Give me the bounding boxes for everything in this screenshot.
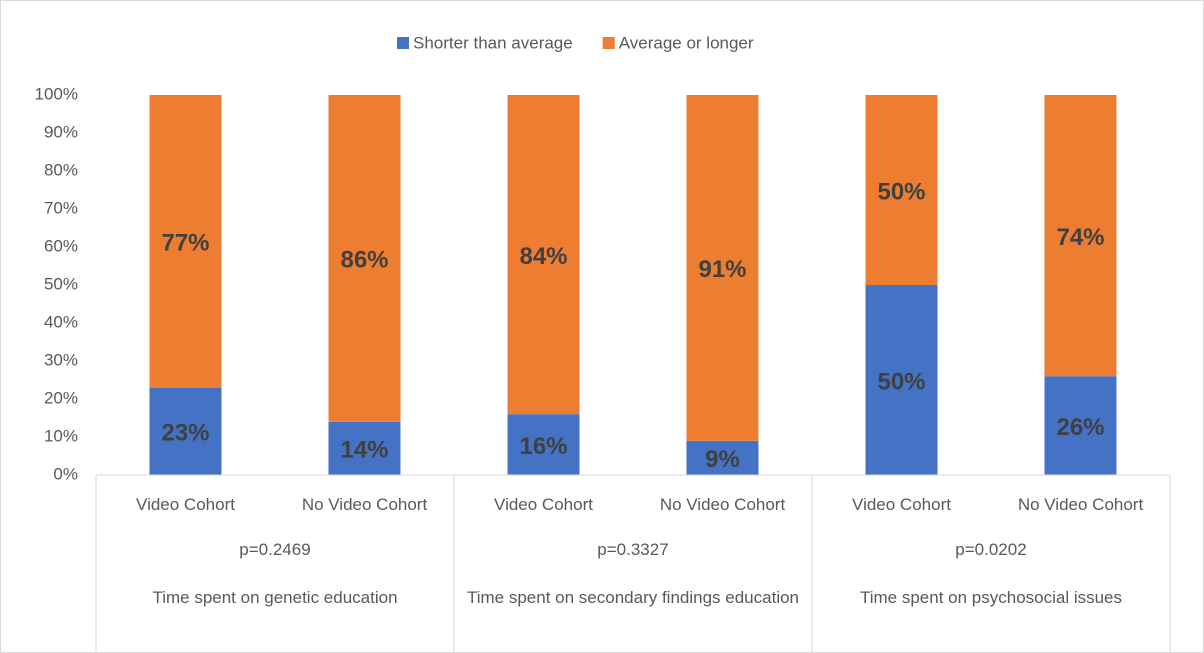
- legend-label: Average or longer: [619, 33, 754, 52]
- value-label: 86%: [340, 247, 388, 274]
- value-label: 23%: [161, 420, 209, 447]
- bar-segment: [686, 95, 759, 441]
- x-tick-label: Video Cohort: [852, 495, 951, 514]
- group-p-value: p=0.2469: [239, 540, 311, 559]
- bar-segment: [686, 440, 759, 475]
- legend-swatch: [397, 37, 409, 49]
- y-tick-label: 20%: [44, 388, 78, 407]
- bar-segment: [1044, 376, 1117, 475]
- x-tick-label: No Video Cohort: [301, 495, 428, 514]
- group-label: Time spent on secondary findings educati…: [466, 588, 799, 607]
- value-label: 77%: [161, 230, 209, 257]
- value-label: 9%: [705, 446, 740, 473]
- bar-segment: [149, 95, 222, 388]
- bar-segment: [149, 387, 222, 475]
- y-tick-label: 80%: [44, 160, 78, 179]
- y-tick-label: 10%: [44, 426, 78, 445]
- y-tick-label: 30%: [44, 350, 78, 369]
- bar-segment: [328, 421, 401, 475]
- y-tick-label: 60%: [44, 236, 78, 255]
- legend-label: Shorter than average: [413, 33, 573, 52]
- value-label: 16%: [519, 433, 567, 460]
- y-tick-label: 70%: [44, 198, 78, 217]
- bar-segment: [328, 95, 401, 422]
- bar-segment: [865, 285, 938, 475]
- value-label: 91%: [698, 256, 746, 283]
- value-label: 50%: [877, 178, 925, 205]
- value-label: 26%: [1056, 414, 1104, 441]
- bar-segment: [507, 414, 580, 475]
- bar-segment: [1044, 95, 1117, 377]
- x-tick-label: Video Cohort: [136, 495, 235, 514]
- y-tick-label: 40%: [44, 312, 78, 331]
- value-label: 14%: [340, 437, 388, 464]
- bar-segment: [507, 95, 580, 415]
- value-label: 84%: [519, 243, 567, 270]
- y-tick-label: 50%: [44, 274, 78, 293]
- y-tick-label: 90%: [44, 122, 78, 141]
- legend-swatch: [602, 37, 615, 49]
- bar-segment: [865, 95, 938, 285]
- y-tick-label: 100%: [35, 84, 78, 103]
- group-label: Time spent on psychosocial issues: [859, 588, 1123, 607]
- value-label: 50%: [877, 368, 925, 395]
- group-label: Time spent on genetic education: [152, 588, 398, 607]
- y-tick-label: 0%: [53, 464, 78, 483]
- x-tick-label: No Video Cohort: [1017, 495, 1144, 514]
- x-tick-label: No Video Cohort: [659, 495, 786, 514]
- x-tick-label: Video Cohort: [494, 495, 593, 514]
- group-p-value: p=0.3327: [597, 540, 669, 559]
- value-label: 74%: [1056, 224, 1104, 251]
- group-p-value: p=0.0202: [955, 540, 1027, 559]
